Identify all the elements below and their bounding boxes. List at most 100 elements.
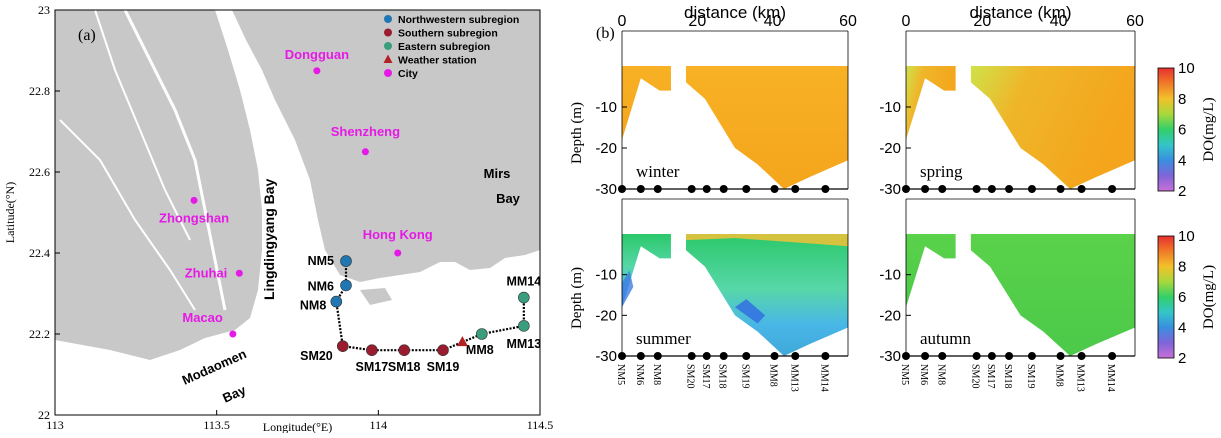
season-label: spring — [920, 162, 963, 181]
station-label: NM5 — [308, 254, 334, 268]
station-label: SM17 — [356, 360, 389, 374]
station-label: NM8 — [300, 299, 326, 313]
season-label: winter — [636, 162, 680, 181]
station-dot — [742, 185, 751, 193]
legend-marker-weather — [383, 54, 393, 63]
y-tick-label: -30 — [595, 181, 617, 198]
colorbar-tick-label: 6 — [1178, 289, 1186, 306]
city-marker — [394, 249, 402, 257]
station-dot — [770, 352, 779, 360]
station-dot — [987, 352, 996, 360]
station-dot — [1056, 352, 1065, 360]
legend-label: Weather station — [398, 55, 477, 67]
y-tick-label: 22.8 — [29, 84, 50, 98]
station-dot — [1108, 185, 1117, 193]
station-axis-label: NM8 — [935, 364, 946, 385]
station-label: SM18 — [388, 360, 421, 374]
y-tick-label: 22.6 — [29, 165, 50, 179]
colorbar-tick-label: 4 — [1178, 152, 1186, 169]
station-axis-label: MM14 — [1105, 364, 1116, 392]
island — [440, 180, 540, 235]
season-label: summer — [636, 329, 691, 348]
y-axis-label: Depth (m) — [569, 102, 585, 164]
x-tick-label: 20 — [973, 13, 991, 30]
colorbar — [1157, 235, 1175, 359]
city-label: Macao — [182, 310, 223, 325]
station-axis-label: NM6 — [918, 364, 929, 385]
panel-label-b: (b) — [596, 25, 615, 42]
y-tick-label: -20 — [595, 140, 617, 157]
weather-station-marker — [456, 336, 468, 347]
station-dot — [1005, 185, 1014, 193]
profile-section-east — [686, 234, 848, 356]
river-channel — [123, 10, 227, 311]
legend-marker-southern — [384, 28, 392, 37]
y-axis-label: Latitude(°N) — [3, 182, 17, 243]
station-axis-label: SM17 — [700, 364, 711, 388]
x-tick-label: 60 — [1126, 13, 1144, 30]
y-tick-label: -30 — [879, 181, 901, 198]
station-axis-label: MM8 — [1054, 364, 1065, 387]
station-dot — [636, 352, 645, 360]
station-label: NM6 — [308, 279, 334, 293]
station-dot — [742, 352, 751, 360]
station-axis-label: SM18 — [717, 364, 728, 388]
station-dot — [921, 352, 930, 360]
x-tick-label: 114.5 — [527, 418, 554, 432]
profile-section-west — [622, 66, 671, 140]
station-axis-label: SM19 — [739, 364, 750, 388]
station-marker — [340, 279, 352, 292]
profile-section-west — [906, 66, 956, 140]
season-label: autumn — [920, 329, 971, 348]
y-tick-label: 23 — [38, 3, 50, 17]
city-label: Hong Kong — [363, 227, 433, 242]
station-dot — [636, 185, 645, 193]
station-dot — [902, 185, 910, 193]
station-dot — [921, 185, 930, 193]
station-marker — [336, 340, 349, 352]
station-label: SM19 — [427, 360, 460, 374]
place-label-mirs: Mirs — [484, 166, 511, 181]
colorbar-tick-label: 10 — [1178, 60, 1195, 77]
station-dot — [938, 185, 947, 193]
station-marker — [366, 344, 378, 357]
station-dot — [972, 185, 981, 193]
y-tick-label: 22 — [38, 408, 50, 422]
station-dot — [1056, 185, 1065, 193]
station-dot — [938, 352, 947, 360]
x-tick-label: 40 — [1050, 13, 1068, 30]
profile-section-east — [970, 234, 1135, 356]
station-dot — [1077, 352, 1086, 360]
profile-section-west — [622, 234, 671, 308]
island — [330, 225, 392, 262]
station-axis-label: MM13 — [788, 364, 799, 392]
city-marker — [229, 330, 237, 338]
x-tick-label: 60 — [839, 13, 857, 30]
station-axis-label: SM20 — [685, 364, 696, 388]
colorbar-tick-label: 10 — [1178, 228, 1195, 245]
station-dot — [653, 352, 662, 360]
colorbar — [1157, 67, 1175, 192]
island — [340, 190, 440, 222]
y-tick-label: -30 — [595, 348, 617, 365]
x-tick-label: 113.5 — [203, 418, 230, 432]
colorbar-label: DO(mg/L) — [1201, 97, 1217, 161]
x-axis-label: distance (km) — [969, 3, 1071, 22]
y-tick-label: -20 — [879, 307, 901, 324]
station-axis-label: MM8 — [768, 364, 779, 387]
map-panel: Dongguan Shenzheng Zhongshan Hong Kong Zhuha… — [3, 3, 554, 434]
city-marker — [313, 67, 321, 75]
colorbar-tick-label: 4 — [1178, 320, 1186, 337]
station-dot — [972, 352, 981, 360]
city-label: Zhuhai — [185, 265, 228, 280]
station-dot — [902, 352, 910, 360]
station-axis-label: MM13 — [1075, 364, 1086, 392]
station-marker — [398, 344, 411, 357]
profile-section-west — [906, 234, 956, 308]
station-dot — [618, 352, 626, 360]
station-dot — [987, 185, 996, 193]
x-tick-label: 113 — [46, 418, 64, 432]
map-frame — [54, 9, 541, 416]
island — [395, 232, 452, 258]
